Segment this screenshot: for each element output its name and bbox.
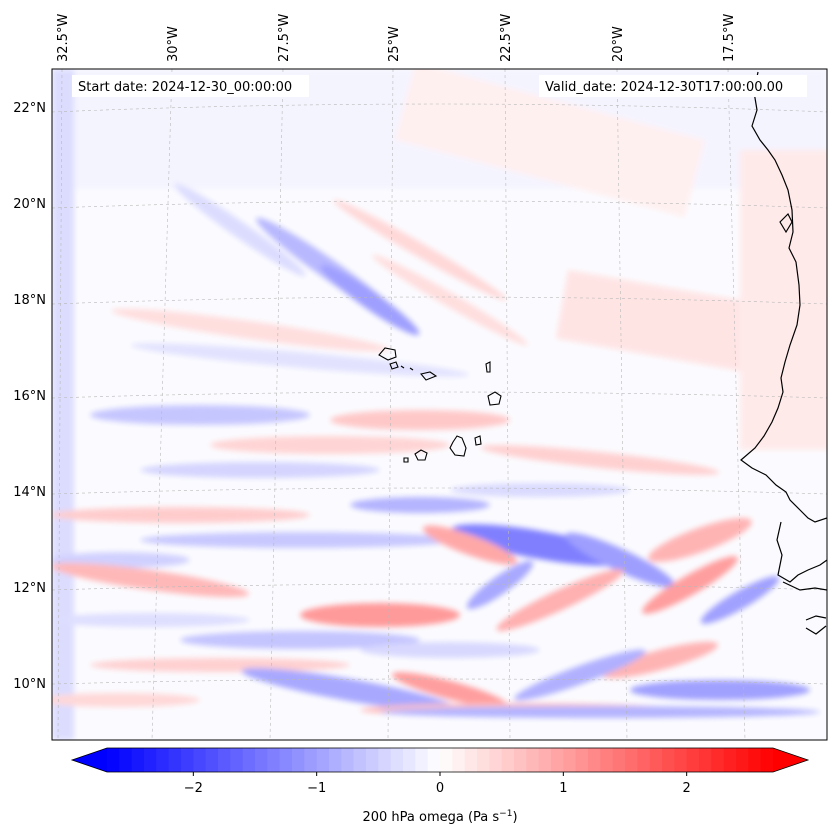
map-panel: Start date: 2024-12-30_00:00:00 Valid_da… bbox=[51, 68, 828, 741]
colorbar-tick-label: −2 bbox=[184, 781, 203, 796]
colorbar-cell bbox=[686, 748, 700, 772]
map-border bbox=[51, 68, 828, 741]
colorbar: −2 −1 0 1 2 200 hPa omega (Pa s−1) bbox=[70, 747, 810, 825]
colorbar-cell bbox=[662, 748, 675, 772]
colorbar-cell bbox=[279, 748, 293, 772]
lon-label: 32.5°W bbox=[56, 14, 71, 62]
lon-label: 20°W bbox=[611, 26, 626, 62]
colorbar-tick-label: 2 bbox=[683, 781, 691, 796]
colorbar-tick-label: 1 bbox=[559, 781, 567, 796]
lat-label: 12°N bbox=[13, 581, 46, 596]
colorbar-label-exponent: −1 bbox=[499, 809, 512, 819]
colorbar-min-extension bbox=[72, 748, 107, 772]
colorbar-tick-label: 0 bbox=[436, 781, 444, 796]
colorbar-cell bbox=[366, 748, 379, 772]
latitude-labels: 22°N 20°N 18°N 16°N 14°N 12°N 10°N bbox=[13, 101, 46, 692]
colorbar-max-extension bbox=[773, 748, 808, 772]
colorbar-cell bbox=[329, 748, 342, 772]
colorbar-cell bbox=[440, 748, 453, 772]
colorbar-cell bbox=[489, 748, 503, 772]
lat-label: 16°N bbox=[13, 389, 46, 404]
lon-label: 22.5°W bbox=[499, 14, 514, 62]
colorbar-cell bbox=[464, 748, 478, 772]
lat-label: 22°N bbox=[13, 101, 46, 116]
colorbar-cell bbox=[699, 748, 712, 772]
valid-date-box bbox=[539, 75, 807, 97]
longitude-labels: 32.5°W 30°W 27.5°W 25°W 22.5°W 20°W 17.5… bbox=[56, 14, 737, 62]
colorbar-cell bbox=[353, 748, 367, 772]
colorbar-cell bbox=[477, 748, 490, 772]
colorbar-cell bbox=[575, 748, 589, 772]
lon-label: 25°W bbox=[387, 26, 402, 62]
colorbar-cell bbox=[600, 748, 614, 772]
colorbar-cell bbox=[378, 748, 392, 772]
colorbar-cell bbox=[625, 748, 638, 772]
lat-label: 14°N bbox=[13, 485, 46, 500]
colorbar-cell bbox=[637, 748, 651, 772]
colorbar-cell bbox=[390, 748, 404, 772]
colorbar-cell bbox=[292, 748, 305, 772]
valid-date-text: Valid_date: 2024-12-30T17:00:00.00 bbox=[545, 80, 783, 95]
colorbar-label: 200 hPa omega (Pa s−1) bbox=[362, 809, 517, 825]
start-date-text: Start date: 2024-12-30_00:00:00 bbox=[78, 80, 292, 95]
colorbar-cell bbox=[760, 748, 774, 772]
colorbar-cell bbox=[205, 748, 219, 772]
colorbar-cell bbox=[316, 748, 330, 772]
colorbar-cell bbox=[107, 748, 120, 772]
colorbar-cell bbox=[514, 748, 527, 772]
lon-label: 30°W bbox=[166, 26, 181, 62]
colorbar-cell bbox=[427, 748, 441, 772]
colorbar-cell bbox=[230, 748, 244, 772]
colorbar-cell bbox=[218, 748, 231, 772]
colorbar-cell bbox=[255, 748, 268, 772]
colorbar-cell bbox=[267, 748, 281, 772]
colorbar-cell bbox=[736, 748, 749, 772]
colorbar-label-main: 200 hPa omega (Pa s bbox=[362, 810, 499, 825]
colorbar-cell bbox=[168, 748, 182, 772]
colorbar-cell bbox=[156, 748, 170, 772]
colorbar-cell bbox=[551, 748, 564, 772]
colorbar-cell bbox=[563, 748, 577, 772]
start-date-box bbox=[72, 75, 309, 97]
colorbar-cell bbox=[711, 748, 725, 772]
colorbar-cell bbox=[501, 748, 515, 772]
colorbar-cell bbox=[526, 748, 540, 772]
lon-label: 27.5°W bbox=[277, 14, 292, 62]
colorbar-cell bbox=[119, 748, 133, 772]
colorbar-outline bbox=[70, 747, 810, 773]
colorbar-cell bbox=[415, 748, 429, 772]
colorbar-cell bbox=[674, 748, 688, 772]
colorbar-cell bbox=[452, 748, 466, 772]
colorbar-cells bbox=[107, 748, 774, 772]
lat-label: 20°N bbox=[13, 197, 46, 212]
lon-label: 17.5°W bbox=[722, 14, 737, 62]
colorbar-cell bbox=[538, 748, 552, 772]
lat-label: 10°N bbox=[13, 677, 46, 692]
colorbar-cell bbox=[748, 748, 762, 772]
colorbar-cell bbox=[304, 748, 318, 772]
colorbar-label-close: ) bbox=[512, 810, 517, 825]
lat-label: 18°N bbox=[13, 293, 46, 308]
coastline bbox=[740, 71, 827, 635]
colorbar-cell bbox=[144, 748, 157, 772]
colorbar-cell bbox=[403, 748, 416, 772]
colorbar-tick-label: −1 bbox=[307, 781, 326, 796]
colorbar-ticks: −2 −1 0 1 2 bbox=[184, 772, 691, 796]
colorbar-cell bbox=[612, 748, 626, 772]
colorbar-cell bbox=[242, 748, 256, 772]
graticule bbox=[52, 69, 827, 740]
colorbar-cell bbox=[649, 748, 663, 772]
colorbar-cell bbox=[181, 748, 194, 772]
colorbar-cell bbox=[588, 748, 601, 772]
colorbar-cell bbox=[193, 748, 207, 772]
colorbar-cell bbox=[131, 748, 145, 772]
colorbar-cell bbox=[723, 748, 737, 772]
cape-verde-islands bbox=[378, 347, 502, 463]
colorbar-cell bbox=[341, 748, 355, 772]
